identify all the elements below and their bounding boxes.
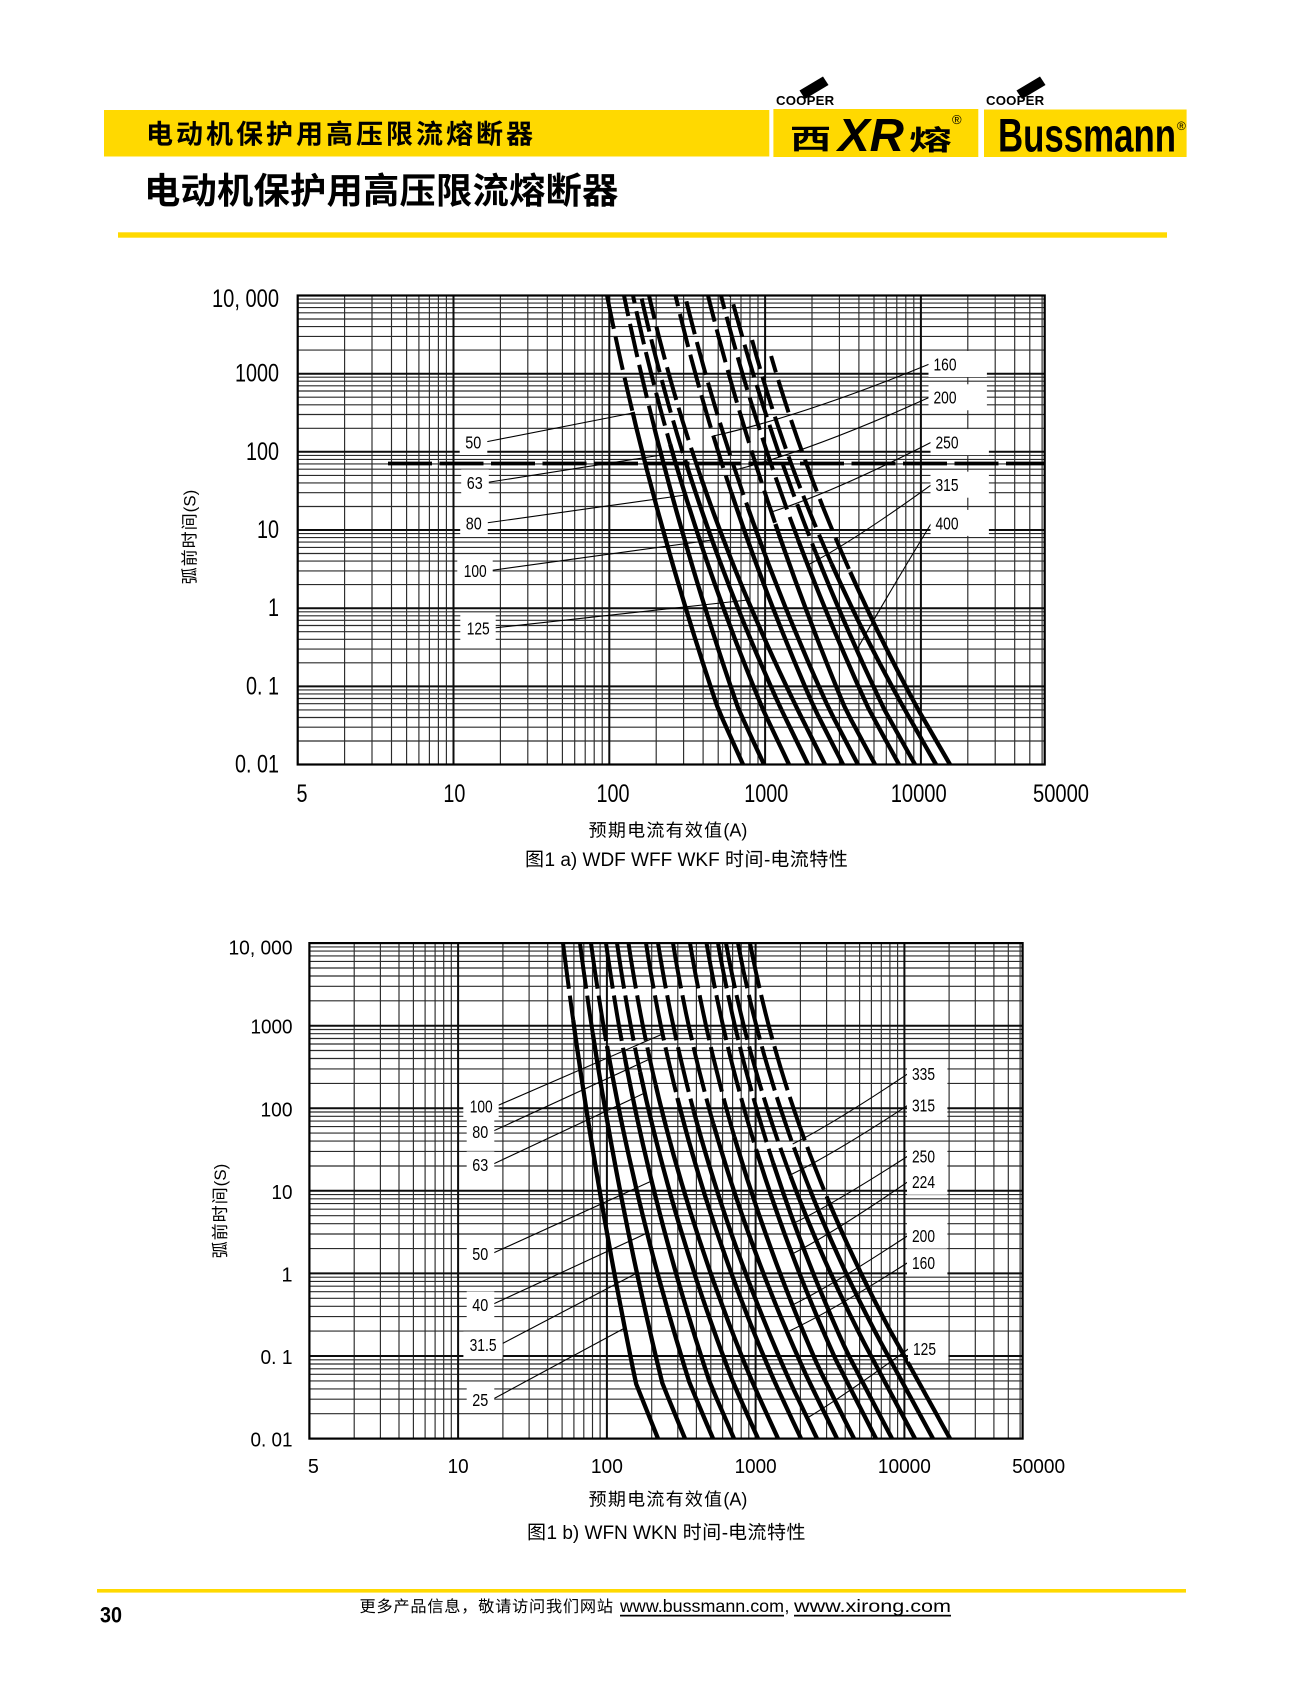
svg-text:1: 1: [282, 1263, 293, 1286]
svg-text:100: 100: [597, 780, 630, 808]
svg-text:100: 100: [464, 561, 487, 581]
svg-text:315: 315: [936, 475, 959, 495]
svg-text:10: 10: [257, 516, 279, 544]
svg-text:1000: 1000: [235, 360, 279, 388]
svg-text:50000: 50000: [1033, 780, 1089, 808]
svg-text:80: 80: [472, 1122, 488, 1142]
svg-text:(S): (S): [211, 1164, 230, 1187]
svg-text:-: -: [722, 1523, 728, 1544]
svg-text:®: ®: [1177, 119, 1186, 133]
svg-text:200: 200: [912, 1226, 935, 1246]
svg-text:10000: 10000: [891, 780, 947, 808]
svg-text:10, 000: 10, 000: [229, 937, 293, 960]
svg-text:100: 100: [261, 1098, 293, 1121]
svg-text:25: 25: [472, 1390, 488, 1410]
svg-text:63: 63: [472, 1155, 488, 1175]
svg-text:®: ®: [952, 112, 962, 127]
svg-text:315: 315: [912, 1096, 935, 1116]
svg-text:100: 100: [470, 1096, 493, 1116]
svg-text:224: 224: [912, 1172, 935, 1192]
svg-text:30: 30: [100, 1603, 122, 1628]
svg-text:250: 250: [912, 1146, 935, 1166]
svg-text:100: 100: [591, 1455, 623, 1478]
svg-text:5: 5: [297, 780, 308, 808]
svg-text:50: 50: [465, 432, 481, 452]
svg-text:0. 01: 0. 01: [235, 751, 279, 779]
svg-text:125: 125: [467, 618, 490, 638]
svg-text:1: 1: [268, 594, 279, 622]
svg-text:5: 5: [308, 1455, 319, 1478]
svg-text:Bussmann: Bussmann: [998, 109, 1176, 162]
svg-text:10, 000: 10, 000: [212, 285, 279, 313]
svg-text:-: -: [764, 850, 770, 871]
svg-text:(S): (S): [180, 490, 199, 513]
svg-text:www.bussmann.com: www.bussmann.com: [619, 1596, 784, 1616]
svg-text:335: 335: [912, 1064, 935, 1084]
svg-text:1 a) WDF WFF WKF: 1 a) WDF WFF WKF: [545, 850, 720, 871]
svg-text:250: 250: [936, 433, 959, 453]
svg-text:COOPER: COOPER: [776, 93, 835, 108]
svg-text:40: 40: [472, 1295, 488, 1315]
svg-text:31.5: 31.5: [470, 1335, 497, 1355]
svg-text:100: 100: [246, 438, 279, 466]
svg-text:50000: 50000: [1012, 1455, 1065, 1478]
svg-text:80: 80: [466, 513, 482, 533]
svg-text:10: 10: [443, 780, 465, 808]
svg-text:(A): (A): [723, 821, 747, 841]
svg-text:www.xirong.com: www.xirong.com: [793, 1596, 951, 1616]
svg-text:400: 400: [936, 513, 959, 533]
svg-text:1000: 1000: [251, 1016, 293, 1039]
svg-text:125: 125: [913, 1339, 936, 1359]
svg-text:,: ,: [785, 1596, 790, 1616]
svg-text:10000: 10000: [878, 1455, 931, 1478]
svg-text:50: 50: [472, 1244, 488, 1264]
svg-text:10: 10: [272, 1181, 293, 1204]
svg-text:1000: 1000: [744, 780, 788, 808]
svg-text:1 b) WFN WKN: 1 b) WFN WKN: [547, 1523, 678, 1544]
svg-text:COOPER: COOPER: [986, 93, 1045, 108]
svg-text:0. 1: 0. 1: [246, 672, 279, 700]
svg-text:0. 01: 0. 01: [251, 1429, 293, 1452]
svg-text:1000: 1000: [735, 1455, 777, 1478]
svg-text:XR: XR: [835, 109, 904, 161]
svg-text:63: 63: [467, 473, 483, 493]
svg-text:160: 160: [912, 1253, 935, 1273]
svg-text:(A): (A): [723, 1490, 747, 1510]
svg-text:10: 10: [448, 1455, 469, 1478]
svg-text:200: 200: [934, 388, 957, 408]
svg-text:0. 1: 0. 1: [261, 1346, 293, 1369]
svg-text:160: 160: [934, 354, 957, 374]
